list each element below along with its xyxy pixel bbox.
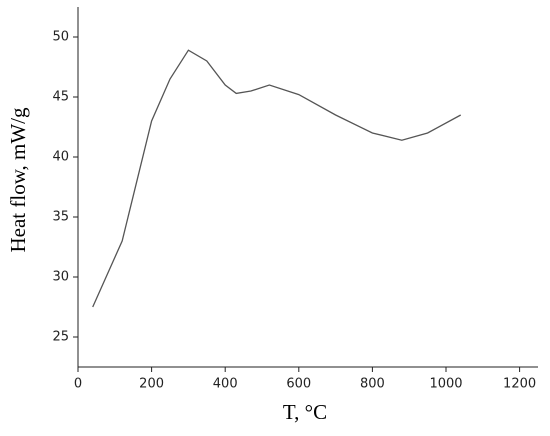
- y-tick-label: 40: [52, 150, 69, 165]
- x-tick-label: 400: [213, 377, 238, 392]
- x-tick-label: 1200: [503, 377, 536, 392]
- y-tick-label: 25: [52, 330, 69, 345]
- y-tick-label: 30: [52, 270, 69, 285]
- y-axis-title: Heat flow, mW/g: [6, 107, 30, 253]
- x-tick-label: 0: [74, 377, 82, 392]
- x-tick-label: 200: [139, 377, 164, 392]
- y-tick-label: 35: [52, 210, 69, 225]
- data-line: [92, 49, 462, 308]
- x-axis-title: T, °C: [283, 400, 327, 424]
- y-tick-label: 50: [52, 30, 69, 45]
- x-tick-label: 1000: [429, 377, 462, 392]
- y-tick-label: 45: [52, 90, 69, 105]
- x-tick-label: 800: [360, 377, 385, 392]
- x-tick-label: 600: [286, 377, 311, 392]
